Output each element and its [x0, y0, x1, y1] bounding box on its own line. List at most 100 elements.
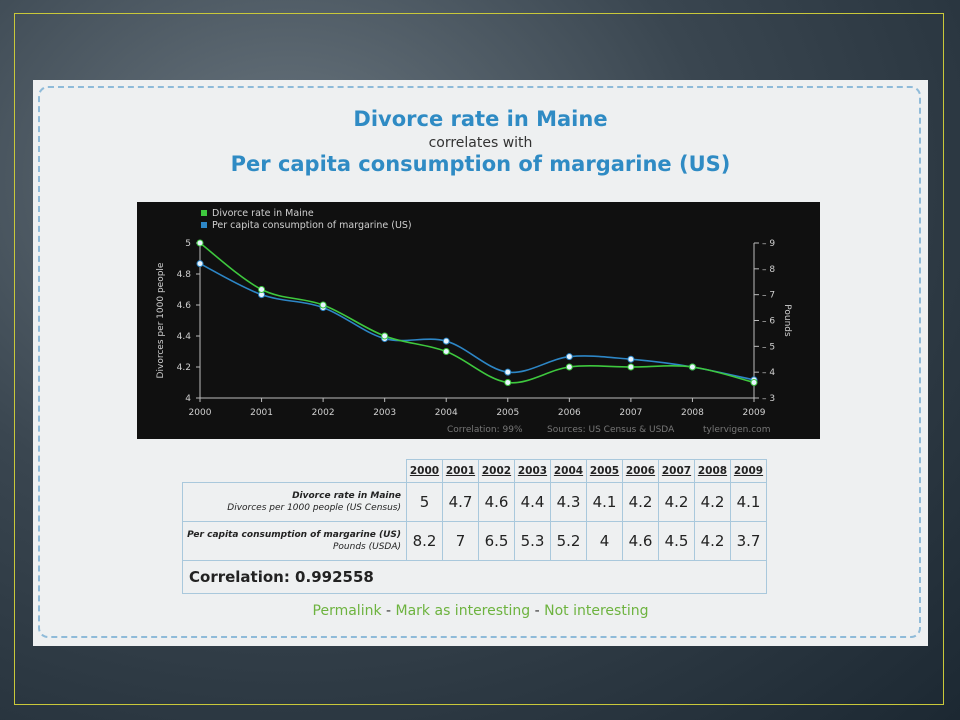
table-cell: 4.6	[478, 482, 515, 522]
line-chart: 4 4.2 4.4 4.6 4.8 5 – 3 – 4 – 5 – 6 – 7 – 8 – 9 2000 2…	[156, 208, 792, 435]
data-point-series-2	[627, 355, 635, 363]
table-cell: 5.2	[550, 521, 587, 561]
y2-axis-label: Pounds	[782, 304, 792, 337]
correlation-value: Correlation: 0.992558	[182, 560, 767, 594]
data-point-series-2	[196, 260, 204, 268]
y-tick-label: 4.4	[177, 332, 192, 342]
chart-footer-correlation: Correlation: 99%	[447, 425, 523, 435]
not-interesting-link[interactable]: Not interesting	[544, 603, 649, 619]
data-point-series-1	[627, 363, 635, 371]
chart-footer-sources: Sources: US Census & USDA	[547, 425, 675, 435]
data-point-series-1	[565, 363, 573, 371]
table-cell: 5.3	[514, 521, 551, 561]
year-header: 2005	[586, 459, 623, 483]
y2-tick-label: – 6	[762, 317, 775, 327]
dashed-border	[38, 86, 921, 638]
legend-label: Divorce rate in Maine	[212, 208, 314, 219]
table-cell: 4.2	[622, 482, 659, 522]
data-point-series-1	[504, 379, 512, 386]
legend-swatch	[201, 222, 207, 228]
mark-interesting-link[interactable]: Mark as interesting	[395, 603, 531, 619]
row-label: Divorce rate in Maine Divorces per 1000 p…	[182, 482, 407, 522]
legend-swatch	[201, 210, 207, 216]
permalink-link[interactable]: Permalink	[312, 603, 382, 619]
data-point-series-2	[442, 337, 450, 345]
row-label-sub: Divorces per 1000 people (US Census)	[227, 503, 401, 513]
title-line-2: correlates with	[428, 135, 533, 151]
y-tick-label: 4.2	[177, 363, 191, 373]
table-cell: 4.5	[658, 521, 695, 561]
y2-tick-label: – 9	[762, 239, 775, 249]
data-point-series-1	[258, 286, 266, 293]
table-cell: 3.7	[730, 521, 767, 561]
year-header: 2007	[658, 459, 695, 483]
x-tick-label: 2000	[189, 408, 212, 418]
legend-label: Per capita consumption of margarine (US)	[212, 220, 412, 231]
year-header: 2002	[478, 459, 515, 483]
year-header: 2004	[550, 459, 587, 483]
data-point-series-2	[565, 353, 573, 361]
y2-tick-label: – 8	[762, 265, 775, 275]
y-axis-label: Divorces per 1000 people	[156, 262, 166, 378]
title-line-3: Per capita consumption of margarine (US)	[230, 152, 731, 176]
x-tick-label: 2005	[496, 408, 519, 418]
table-cell: 4	[586, 521, 623, 561]
link-separator: -	[530, 603, 545, 619]
year-header: 2000	[406, 459, 443, 483]
table-header-row: 2000 2001 2002 2003 2004 2005 2006 2007 2008 2009	[182, 459, 767, 483]
table-row: Divorce rate in Maine Divorces per 1000 p…	[182, 482, 767, 522]
links-bar: Permalink - Mark as interesting - Not in…	[33, 603, 928, 619]
data-table: 2000 2001 2002 2003 2004 2005 2006 2007 2008 2009…	[182, 459, 767, 594]
x-tick-label: 2009	[743, 408, 766, 418]
table-cell: 4.3	[550, 482, 587, 522]
title-line-1: Divorce rate in Maine	[353, 107, 608, 131]
table-cell: 4.1	[586, 482, 623, 522]
data-point-series-1	[442, 348, 450, 355]
row-label: Per capita consumption of margarine (US)…	[182, 521, 407, 561]
y2-tick-label: – 7	[762, 291, 775, 301]
table-cell: 4.1	[730, 482, 767, 522]
table-cell: 4.6	[622, 521, 659, 561]
x-tick-label: 2003	[373, 408, 396, 418]
year-header: 2009	[730, 459, 767, 483]
y-tick-label: 4.6	[177, 301, 192, 311]
table-row: Per capita consumption of margarine (US)…	[182, 521, 767, 561]
x-tick-label: 2001	[250, 408, 273, 418]
table-cell: 6.5	[478, 521, 515, 561]
x-tick-label: 2006	[558, 408, 581, 418]
table-cell: 5	[406, 482, 443, 522]
year-header: 2006	[622, 459, 659, 483]
row-label-sub: Pounds (USDA)	[332, 542, 401, 552]
x-tick-label: 2004	[435, 408, 458, 418]
y2-tick-label: – 3	[762, 394, 775, 404]
table-cell: 7	[442, 521, 479, 561]
y2-tick-label: – 5	[762, 342, 775, 352]
table-cell: 4.2	[658, 482, 695, 522]
table-cell: 4.2	[694, 521, 731, 561]
slide-frame	[14, 13, 944, 705]
chart-panel: 4 4.2 4.4 4.6 4.8 5 – 3 – 4 – 5 – 6 – 7 – 8 – 9 2000 2…	[137, 202, 820, 439]
series-line-1	[199, 242, 755, 384]
link-separator: -	[381, 603, 396, 619]
year-header: 2008	[694, 459, 731, 483]
x-tick-label: 2008	[681, 408, 704, 418]
data-point-series-1	[750, 379, 758, 386]
y-tick-label: 5	[185, 239, 191, 249]
row-label-main: Per capita consumption of margarine (US)	[187, 530, 401, 540]
y-tick-label: 4.8	[177, 270, 192, 280]
year-header: 2001	[442, 459, 479, 483]
table-corner	[182, 459, 407, 483]
table-cell: 8.2	[406, 521, 443, 561]
data-point-series-1	[688, 363, 696, 371]
x-tick-label: 2002	[312, 408, 335, 418]
x-tick-label: 2007	[619, 408, 642, 418]
slide: Divorce rate in Maine correlates with Pe…	[33, 80, 928, 646]
chart-footer-site: tylervigen.com	[703, 425, 770, 435]
table-cell: 4.4	[514, 482, 551, 522]
data-point-series-1	[381, 332, 389, 340]
data-point-series-1	[196, 239, 204, 247]
row-label-main: Divorce rate in Maine	[292, 491, 401, 501]
y-tick-label: 4	[185, 394, 191, 404]
correlation-row: Correlation: 0.992558	[182, 560, 767, 594]
table-cell: 4.7	[442, 482, 479, 522]
